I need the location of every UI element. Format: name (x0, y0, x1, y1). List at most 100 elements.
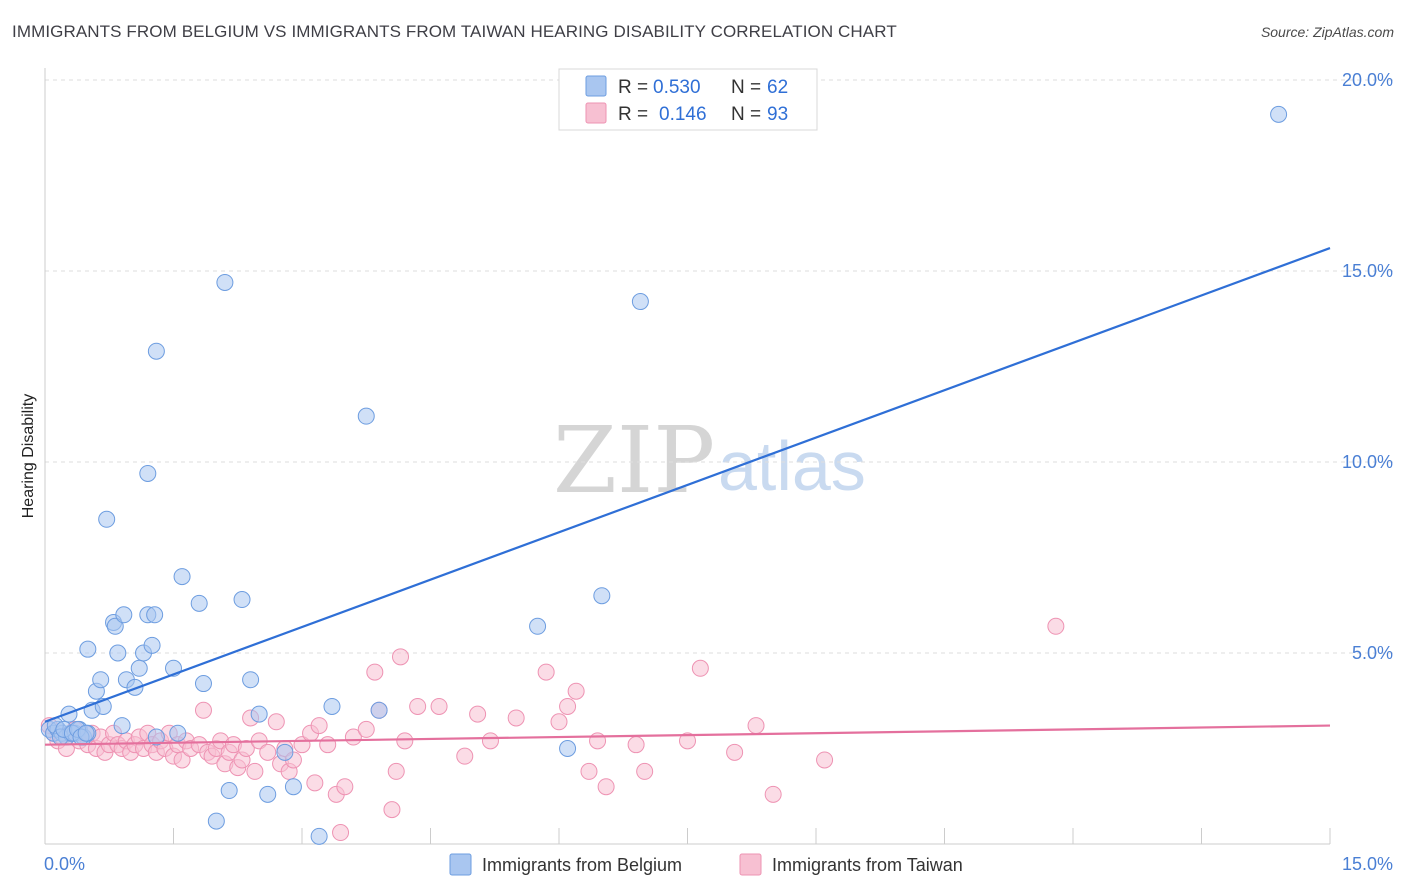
taiwan-point (194, 701, 212, 719)
belgium-point (259, 785, 277, 803)
x-tick-label-max: 15.0% (1342, 854, 1393, 874)
y-tick-label: 5.0% (1352, 643, 1393, 663)
belgium-point (310, 827, 328, 845)
taiwan-point (383, 801, 401, 819)
legend-swatch-taiwan (585, 102, 607, 124)
taiwan-point (392, 648, 410, 666)
belgium-point (60, 705, 78, 723)
taiwan-point (306, 774, 324, 792)
watermark-zip: ZIP (553, 407, 715, 514)
series-legend: Immigrants from Belgium Immigrants from … (449, 853, 963, 876)
taiwan-point (507, 709, 525, 727)
y-axis-label: Hearing Disability (20, 394, 37, 519)
belgium-point (370, 701, 388, 719)
bottom-legend-label-taiwan: Immigrants from Taiwan (772, 855, 963, 875)
taiwan-points (40, 617, 1065, 842)
belgium-point (207, 812, 225, 830)
legend-swatch-belgium (585, 75, 607, 97)
taiwan-point (481, 732, 499, 750)
belgium-point (143, 636, 161, 654)
taiwan-point (636, 762, 654, 780)
taiwan-point (589, 732, 607, 750)
taiwan-point (627, 736, 645, 754)
belgium-point (1270, 105, 1288, 123)
belgium-point (284, 778, 302, 796)
taiwan-point (456, 747, 474, 765)
chart-title: IMMIGRANTS FROM BELGIUM VS IMMIGRANTS FR… (12, 22, 897, 41)
taiwan-point (357, 720, 375, 738)
y-tick-label: 15.0% (1342, 261, 1393, 281)
taiwan-point (396, 732, 414, 750)
taiwan-point (816, 751, 834, 769)
legend-r-value-belgium: 0.530 (653, 77, 701, 98)
belgium-point (139, 464, 157, 482)
taiwan-point (366, 663, 384, 681)
belgium-point (146, 606, 164, 624)
belgium-point (79, 640, 97, 658)
taiwan-point (550, 713, 568, 731)
belgium-point (109, 644, 127, 662)
taiwan-point (267, 713, 285, 731)
belgium-point (559, 740, 577, 757)
taiwan-point (430, 697, 448, 715)
legend-r-value-taiwan: 0.146 (659, 104, 707, 125)
taiwan-point (310, 717, 328, 735)
belgium-point (147, 728, 165, 746)
belgium-point (173, 568, 191, 586)
belgium-point (242, 671, 260, 689)
belgium-point (126, 678, 144, 696)
taiwan-point (246, 762, 264, 780)
taiwan-trend-line (44, 724, 1331, 746)
legend-n-label-taiwan: N = (731, 104, 761, 125)
x-tick-marks (173, 828, 1331, 844)
legend-r-label-belgium: R = (618, 77, 648, 98)
belgium-point (250, 705, 268, 723)
belgium-point (130, 659, 148, 677)
legend-n-value-taiwan: 93 (767, 104, 788, 125)
belgium-point (92, 671, 110, 689)
belgium-point (631, 293, 649, 311)
belgium-point (115, 606, 133, 624)
taiwan-point (691, 659, 709, 677)
legend-n-value-belgium: 62 (767, 77, 788, 98)
belgium-point (147, 342, 165, 360)
bottom-legend-swatch-taiwan (739, 853, 762, 876)
taiwan-point (764, 785, 782, 803)
taiwan-point (537, 663, 555, 681)
taiwan-point (1047, 617, 1065, 635)
belgium-point (276, 743, 294, 761)
taiwan-point (726, 743, 744, 761)
taiwan-point (336, 778, 354, 796)
taiwan-point (173, 751, 191, 769)
taiwan-point (679, 732, 696, 750)
belgium-point (593, 587, 611, 605)
source-note: Source: ZipAtlas.com (1260, 24, 1394, 40)
belgium-point (357, 407, 375, 425)
taiwan-point (387, 762, 405, 780)
belgium-point (529, 617, 547, 635)
taiwan-point (259, 743, 277, 761)
taiwan-point (567, 682, 585, 700)
belgium-point (77, 724, 95, 742)
taiwan-point (319, 736, 337, 754)
x-tick-label-min: 0.0% (44, 854, 85, 874)
belgium-point (220, 782, 238, 800)
legend-n-label-belgium: N = (731, 77, 761, 98)
belgium-point (98, 510, 116, 528)
watermark-atlas: atlas (718, 427, 866, 505)
belgium-trend-line (44, 247, 1331, 723)
y-tick-label: 10.0% (1342, 452, 1393, 472)
belgium-point (169, 724, 187, 742)
grid (45, 79, 1393, 654)
y-tick-labels: 5.0% 10.0% 15.0% 20.0% (1342, 70, 1393, 663)
belgium-point (113, 717, 131, 735)
legend-r-label-taiwan: R = (618, 104, 648, 125)
belgium-point (216, 273, 234, 291)
taiwan-point (469, 705, 487, 723)
taiwan-point (237, 740, 255, 757)
belgium-point (233, 591, 251, 609)
bottom-legend-swatch-belgium (449, 853, 472, 876)
belgium-point (194, 675, 212, 693)
belgium-point (190, 594, 208, 612)
